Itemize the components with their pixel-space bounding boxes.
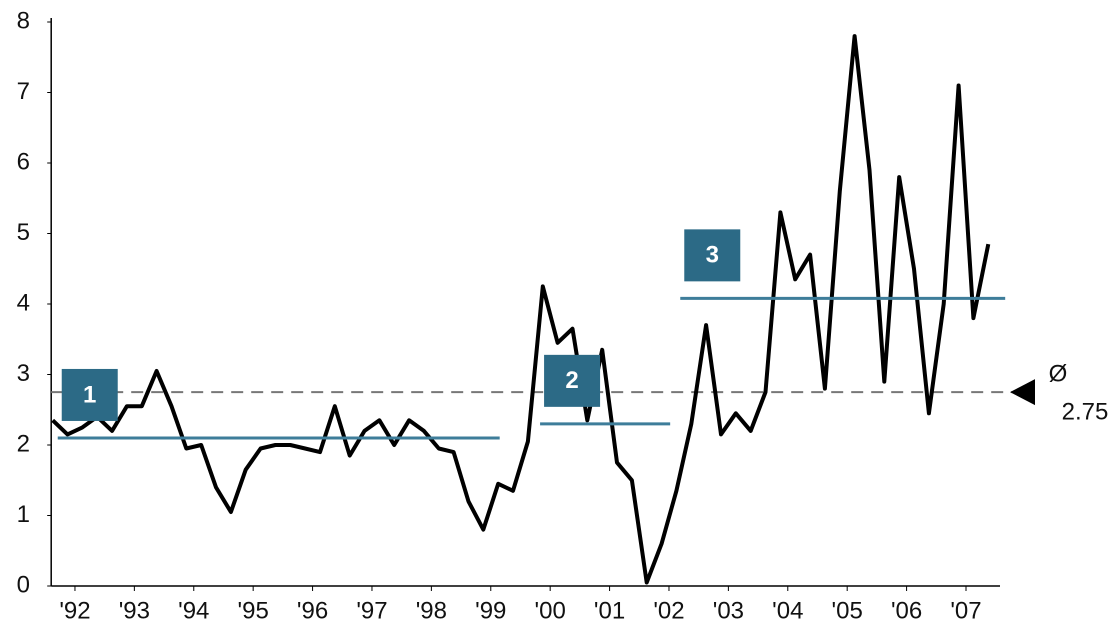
period-box [544, 354, 601, 407]
x-tick-label: '93 [119, 597, 150, 624]
x-tick-label: '05 [832, 597, 863, 624]
x-tick-label: '00 [535, 597, 566, 624]
x-tick-label: '96 [297, 597, 328, 624]
y-tick-label: 7 [17, 78, 30, 105]
y-tick-label: 3 [17, 360, 30, 387]
mean-symbol: Ø [1049, 360, 1068, 387]
x-tick-label: '98 [416, 597, 447, 624]
y-tick-label: 2 [17, 430, 30, 457]
y-tick-label: 4 [17, 289, 30, 316]
x-tick-label: '02 [653, 597, 684, 624]
period-label: 2 [565, 367, 578, 394]
x-tick-label: '99 [475, 597, 506, 624]
period-box [61, 368, 118, 421]
x-tick-label: '97 [356, 597, 387, 624]
x-tick-label: '07 [950, 597, 981, 624]
y-tick-label: 5 [17, 219, 30, 246]
x-tick-label: '04 [772, 597, 803, 624]
x-tick-label: '06 [891, 597, 922, 624]
mean-arrow [1010, 379, 1035, 406]
period-label: 3 [706, 242, 719, 269]
data-line [51, 34, 991, 585]
period-box [684, 229, 741, 282]
x-tick-label: '92 [59, 597, 90, 624]
y-tick-label: 0 [17, 571, 30, 598]
x-tick-label: '95 [238, 597, 269, 624]
y-tick-label: 1 [17, 501, 30, 528]
x-tick-label: '94 [178, 597, 209, 624]
x-tick-label: '01 [594, 597, 625, 624]
mean-value: 2.75 [1062, 398, 1109, 425]
x-tick-label: '03 [713, 597, 744, 624]
y-tick-label: 6 [17, 148, 30, 175]
y-tick-label: 8 [17, 7, 30, 34]
period-label: 1 [83, 381, 96, 408]
